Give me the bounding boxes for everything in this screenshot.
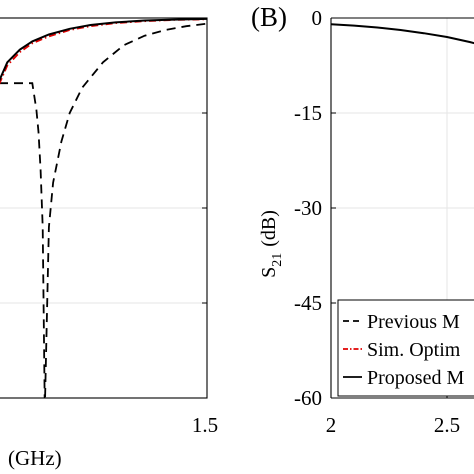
panel-a-series-line-2 <box>0 18 207 85</box>
panel-b-series-line-1 <box>331 23 474 45</box>
panel-b: (B) 0-15-30-45-60 2 2.5 S21(dB) Previous … <box>251 2 474 437</box>
legend-entries: Previous M Sim. Optim Proposed M <box>343 311 464 389</box>
panel-b-x-tick-label: 2.5 <box>434 413 460 437</box>
panel-b-y-tick-label: -60 <box>294 386 322 410</box>
panel-b-y-tick-label: -15 <box>294 101 322 125</box>
ylabel-unit: (dB) <box>258 210 280 247</box>
legend-label-2: Sim. Optim <box>367 339 461 361</box>
panel-a-series <box>0 18 207 398</box>
ylabel-main: S <box>258 267 280 278</box>
panel-a-x-ticks: 1.5 <box>192 413 218 437</box>
panel-a: 1.5 (GHz) <box>0 17 218 470</box>
panel-b-series <box>331 23 474 45</box>
legend-box <box>337 299 474 397</box>
panel-b-y-tick-label: -30 <box>294 196 322 220</box>
panel-b-y-ticks: 0 -15 -30 -45 -60 <box>294 6 336 410</box>
panel-b-x-tick-label: 2 <box>326 413 337 437</box>
panel-a-grid <box>0 17 207 399</box>
panel-b-label: (B) <box>251 2 287 32</box>
panel-a-series-line-1 <box>0 22 207 398</box>
panel-b-y-tick-label: 0 <box>312 6 323 30</box>
panel-a-series-line-3 <box>0 18 207 82</box>
panel-b-y-axis-label: S21 (dB) <box>258 210 285 278</box>
panel-b-y-tick-label: -45 <box>294 291 322 315</box>
panel-a-x-tick-label: 1.5 <box>192 413 218 437</box>
panel-a-axes-box <box>0 17 208 399</box>
panel-a-x-axis-label: (GHz) <box>8 446 62 470</box>
legend-label-3: Proposed M <box>367 367 464 389</box>
legend-label-1: Previous M <box>367 311 460 333</box>
legend: Previous M Sim. Optim Proposed M <box>337 299 474 397</box>
ylabel-sub: 21 <box>270 253 285 267</box>
panel-b-x-ticks: 2 2.5 <box>326 393 460 437</box>
